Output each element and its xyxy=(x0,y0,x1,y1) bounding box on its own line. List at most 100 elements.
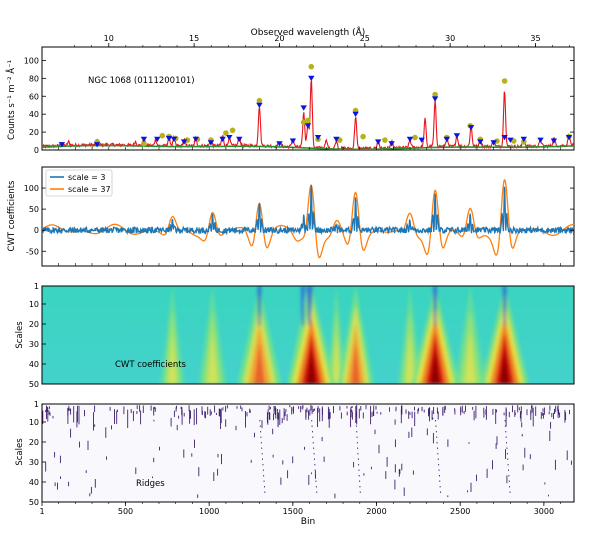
peak-circle-marker xyxy=(159,132,166,139)
peak-circle-marker xyxy=(308,63,315,70)
peak-circle-marker xyxy=(256,97,263,104)
peak-triangle-marker xyxy=(314,135,322,141)
peak-triangle-marker xyxy=(154,136,161,143)
peak-triangle-marker xyxy=(406,136,414,143)
peak-triangle-marker xyxy=(165,135,173,142)
spectrum-y-tick-label: 100 xyxy=(24,56,39,65)
ridge-dot xyxy=(357,453,359,455)
cone-band xyxy=(306,349,317,384)
ridge-dot xyxy=(315,480,317,482)
peak-triangle-marker xyxy=(352,111,359,117)
map-frame xyxy=(41,285,575,385)
ridge-dot xyxy=(438,464,440,466)
peak-circle-marker xyxy=(501,78,508,84)
ridge-dot xyxy=(260,436,262,438)
ridge-dot xyxy=(436,436,438,438)
bin-tick-label: 3000 xyxy=(534,507,554,516)
ridge-dot xyxy=(312,442,314,444)
ridge-dot xyxy=(506,453,508,455)
ridge-dot xyxy=(312,436,314,438)
cwt-map xyxy=(42,286,574,384)
peak-circle-marker xyxy=(432,91,438,98)
ridge-dot xyxy=(313,447,315,449)
ridge-dot xyxy=(264,491,266,493)
ridges-frame xyxy=(41,403,575,503)
ridge-dot xyxy=(359,480,361,482)
peak-circle-marker xyxy=(305,117,311,124)
ridge-dot xyxy=(358,475,360,477)
ridge-dot xyxy=(507,458,509,460)
peak-triangle-marker xyxy=(58,142,66,148)
continuum-line xyxy=(42,144,574,150)
cone-band xyxy=(168,332,177,384)
top-axis-title: Observed wavelength (Å) xyxy=(251,26,366,38)
ridges-y-tick-label: 50 xyxy=(29,498,39,507)
ridge-dot xyxy=(262,469,264,471)
top-tick-label: 35 xyxy=(530,34,540,43)
cone-band xyxy=(430,349,440,384)
cwt-plot-area xyxy=(42,179,574,259)
ridge-dot xyxy=(261,453,263,455)
ridge-dot xyxy=(504,420,506,422)
peak-circle-marker xyxy=(223,130,229,136)
ridge-dot xyxy=(358,464,360,466)
ridge-dot xyxy=(435,425,437,427)
bin-tick-label: 500 xyxy=(118,507,133,516)
ridge-dot xyxy=(260,442,262,444)
peak-triangle-marker xyxy=(192,136,199,143)
ridge-dot xyxy=(437,453,439,455)
cwt-y-ticks: -50 0 50 100 xyxy=(24,184,574,256)
peak-triangle-marker xyxy=(207,140,215,146)
ridge-dot xyxy=(315,486,317,488)
ridge-dot xyxy=(315,475,316,477)
peak-triangle-marker xyxy=(550,138,558,144)
ridge-dot xyxy=(440,491,441,493)
ridge-dot xyxy=(358,469,360,471)
ridge-dot xyxy=(356,442,358,444)
peak-triangle-marker xyxy=(537,137,544,143)
map-y-label: Scales xyxy=(15,321,25,349)
peak-triangle-marker xyxy=(565,135,573,141)
ridges-plot-area xyxy=(42,405,572,499)
map-y-tick-label: 20 xyxy=(29,320,39,329)
peak-circle-marker xyxy=(141,140,147,147)
peak-triangle-marker xyxy=(304,123,312,129)
ridge-dot xyxy=(356,436,358,438)
bin-tick-label: 1000 xyxy=(199,507,219,516)
cwt-scale-37-line xyxy=(42,179,574,259)
peak-triangle-marker xyxy=(256,102,263,108)
peak-triangle-marker xyxy=(507,137,514,143)
peak-triangle-marker xyxy=(375,139,382,145)
cwt-y-tick-label: 50 xyxy=(29,205,39,214)
ridge-dot xyxy=(437,447,438,449)
ridges-panel: 1 10 20 30 40 50 Ridges Scales xyxy=(15,400,575,507)
top-tick-label: 20 xyxy=(274,34,284,43)
map-trough-streak xyxy=(257,286,262,326)
map-y-tick-label: 1 xyxy=(34,282,39,291)
peak-triangle-marker xyxy=(388,141,395,147)
map-trough-streak xyxy=(300,286,305,326)
spectrum-y-tick-label: 80 xyxy=(29,74,39,83)
peak-circle-marker xyxy=(412,134,418,141)
ridge-dot xyxy=(506,447,508,449)
spectrum-y-tick-label: 60 xyxy=(29,92,39,101)
ridge-dot xyxy=(314,458,315,460)
cwt-map-panel: 1 10 20 30 40 50 CWT coefficients Scales xyxy=(15,282,575,389)
ridge-dot xyxy=(508,469,509,471)
ridge-dot xyxy=(312,431,313,433)
map-trough-streak xyxy=(433,286,438,326)
ridge-dot xyxy=(316,491,318,493)
ridge-dot xyxy=(357,447,359,449)
legend-label-scale-3: scale = 3 xyxy=(68,173,106,182)
spectrum-y-tick-label: 20 xyxy=(29,128,39,137)
ridge-dot xyxy=(504,425,506,427)
ridge-dot xyxy=(509,491,511,493)
ridges-y-tick-label: 10 xyxy=(29,418,39,427)
ridge-dot xyxy=(507,464,509,466)
ridge-dot xyxy=(259,425,261,427)
map-trough-streak xyxy=(306,286,313,326)
peak-circle-marker xyxy=(382,137,388,143)
top-tick-label: 10 xyxy=(104,34,114,43)
ridge-dot xyxy=(262,458,263,460)
peak-triangle-marker xyxy=(453,133,461,139)
